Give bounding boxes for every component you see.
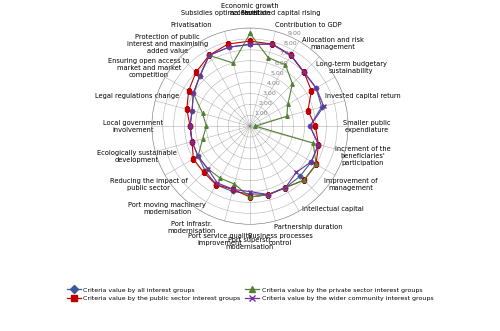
Legend: Criteria value by all interest groups, Criteria value by the public sector inter: Criteria value by all interest groups, C… [64, 285, 436, 304]
